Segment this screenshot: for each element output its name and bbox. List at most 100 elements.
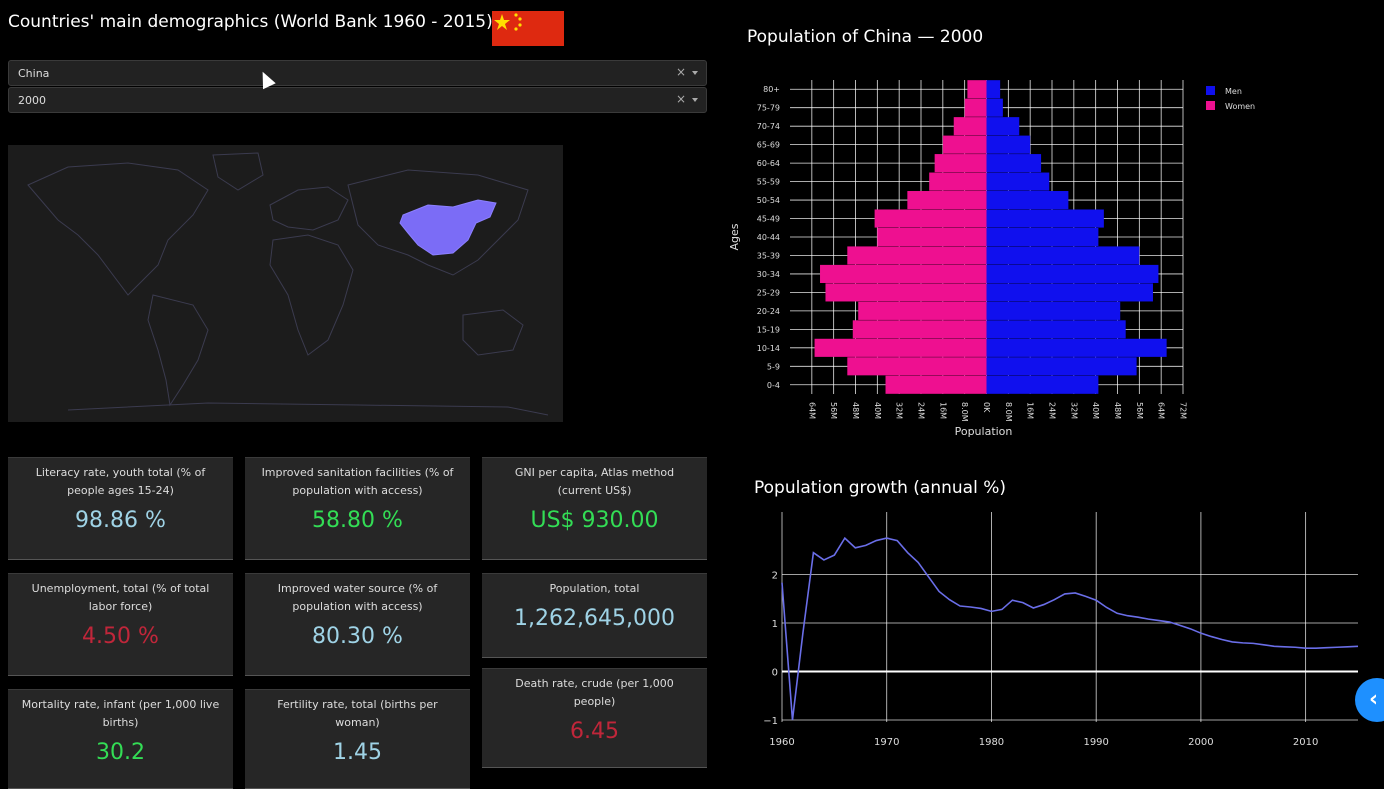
x-tick-label: 48M xyxy=(851,402,860,419)
men-bar xyxy=(986,338,1167,357)
kpi-value: 6.45 xyxy=(570,719,619,744)
europe-outline xyxy=(269,186,349,231)
kpi-label: Literacy rate, youth total (% of people … xyxy=(35,466,206,497)
kpi-value: 80.30 % xyxy=(312,624,403,649)
women-bar xyxy=(874,209,987,228)
women-bar xyxy=(967,80,987,99)
y-tick-label: 1 xyxy=(772,619,778,630)
legend-swatch xyxy=(1206,86,1215,95)
men-bar xyxy=(986,154,1042,173)
men-bar xyxy=(986,301,1121,320)
country-select-value: China xyxy=(18,67,50,80)
y-axis-title: Ages xyxy=(728,223,741,250)
kpi-label: Fertility rate, total (births per woman) xyxy=(277,698,438,729)
x-axis-title: Population xyxy=(955,425,1013,438)
y-tick-label: 60-64 xyxy=(757,159,780,168)
kpi-card: Death rate, crude (per 1,000 people) 6.45 xyxy=(482,668,707,768)
x-tick-label: 8.0M xyxy=(1004,402,1013,422)
kpi-label: Improved sanitation facilities (% of pop… xyxy=(261,466,454,497)
women-bar xyxy=(825,283,987,302)
y-tick-label: 40-44 xyxy=(757,233,780,242)
kpi-card: Improved sanitation facilities (% of pop… xyxy=(245,457,470,560)
north-america-outline xyxy=(27,162,209,296)
kpi-value: 98.86 % xyxy=(75,508,166,533)
y-tick-label: 75-79 xyxy=(757,104,780,113)
y-tick-label: 25-29 xyxy=(757,288,780,297)
x-tick-label: 72M xyxy=(1179,402,1188,419)
kpi-value: 1,262,645,000 xyxy=(514,606,675,631)
x-tick-label: 40M xyxy=(873,402,882,419)
kpi-label: Death rate, crude (per 1,000 people) xyxy=(515,677,674,708)
clear-country-icon[interactable]: × xyxy=(675,65,686,79)
x-tick-label: 1960 xyxy=(769,737,794,748)
women-bar xyxy=(820,264,987,283)
world-map-svg xyxy=(27,152,549,416)
legend-label: Women xyxy=(1225,102,1255,111)
y-tick-label: 50-54 xyxy=(757,196,780,205)
x-tick-label: 16M xyxy=(938,402,947,419)
women-bar xyxy=(852,320,987,339)
country-select[interactable]: China × xyxy=(8,60,707,86)
kpi-card: GNI per capita, Atlas method (current US… xyxy=(482,457,707,560)
men-bar xyxy=(986,357,1137,376)
women-bar xyxy=(858,301,987,320)
women-bar xyxy=(942,135,987,154)
y-tick-label: 35-39 xyxy=(757,251,780,260)
kpi-label: Mortality rate, infant (per 1,000 live b… xyxy=(21,698,220,729)
women-bar xyxy=(814,338,987,357)
collapse-panel-button[interactable]: ‹ xyxy=(1355,678,1384,722)
x-tick-label: 24M xyxy=(917,402,926,419)
men-bar xyxy=(986,98,1003,117)
year-select[interactable]: 2000 × xyxy=(8,87,707,113)
women-bar xyxy=(934,154,987,173)
legend-label: Men xyxy=(1225,87,1242,96)
kpi-card: Improved water source (% of population w… xyxy=(245,573,470,676)
y-tick-label: 30-34 xyxy=(757,270,780,279)
growth-series-line xyxy=(781,536,1359,721)
chevron-down-icon[interactable] xyxy=(692,71,698,75)
men-bar xyxy=(986,135,1031,154)
men-bar xyxy=(986,80,1001,99)
kpi-value: 30.2 xyxy=(96,740,145,765)
x-tick-label: 64M xyxy=(1157,402,1166,419)
y-tick-label: 65-69 xyxy=(757,141,780,150)
year-select-value: 2000 xyxy=(18,94,46,107)
world-map[interactable] xyxy=(8,145,563,422)
kpi-label: Improved water source (% of population w… xyxy=(277,582,438,613)
y-tick-label: 15-19 xyxy=(757,325,780,334)
legend-swatch xyxy=(1206,101,1215,110)
china-highlight-region[interactable] xyxy=(399,199,497,256)
antarctica-outline xyxy=(67,402,549,416)
y-tick-label: 70-74 xyxy=(757,122,780,131)
greenland-outline xyxy=(212,152,264,191)
men-bar xyxy=(986,191,1069,210)
kpi-card: Population, total 1,262,645,000 xyxy=(482,573,707,658)
women-bar xyxy=(929,172,987,191)
clear-year-icon[interactable]: × xyxy=(675,92,686,106)
x-tick-label: 1980 xyxy=(979,737,1004,748)
population-pyramid-chart[interactable]: 64M 56M 48M 40M 32M 24M 16M 8.0M 0K 8.0M 16M 24M 32M… xyxy=(724,38,1344,443)
kpi-card: Unemployment, total (% of total labor fo… xyxy=(8,573,233,676)
x-tick-label: 2000 xyxy=(1188,737,1213,748)
men-bar xyxy=(986,117,1020,136)
kpi-label: Population, total xyxy=(549,582,640,595)
women-bar xyxy=(953,117,987,136)
men-bar xyxy=(986,246,1140,265)
women-bar xyxy=(885,375,987,394)
growth-chart-title: Population growth (annual %) xyxy=(754,478,1006,498)
x-tick-label: 40M xyxy=(1091,402,1100,419)
population-growth-chart[interactable]: 1960 1970 1980 1990 2000 2010 −1 0 1 2 xyxy=(760,512,1360,752)
y-tick-label: 2 xyxy=(772,571,778,582)
women-bar xyxy=(847,246,987,265)
kpi-value: US$ 930.00 xyxy=(530,508,659,533)
x-tick-label: 32M xyxy=(1069,402,1078,419)
men-bar xyxy=(986,227,1099,247)
kpi-value: 4.50 % xyxy=(82,624,159,649)
kpi-value: 1.45 xyxy=(333,740,382,765)
y-tick-label: 45-49 xyxy=(757,215,780,224)
australia-outline xyxy=(462,309,524,356)
women-bar xyxy=(847,357,987,376)
page-title: Countries' main demographics (World Bank… xyxy=(8,12,493,32)
chevron-down-icon[interactable] xyxy=(692,98,698,102)
chevron-left-icon: ‹ xyxy=(1369,687,1379,712)
